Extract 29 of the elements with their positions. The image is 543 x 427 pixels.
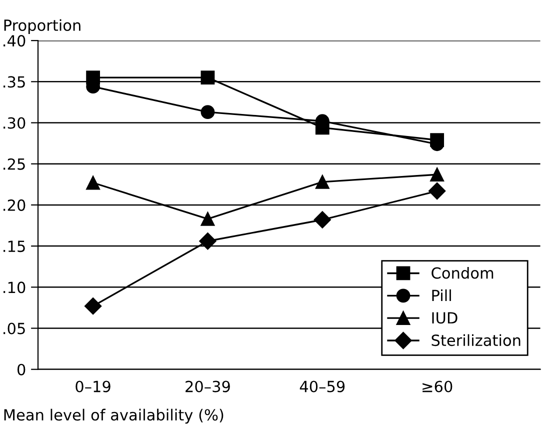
legend-label: Condom: [432, 266, 494, 279]
x-tick-label: 0–19: [76, 380, 110, 392]
x-tick-label: 20–39: [186, 380, 230, 392]
x-axis-title: Mean level of availability (%): [4, 408, 224, 424]
legend-label: IUD: [432, 312, 458, 324]
x-tick-label: ≥60: [422, 380, 452, 392]
point: [200, 70, 215, 84]
y-tick-label: .20: [4, 199, 26, 211]
y-tick-label: .25: [4, 158, 25, 170]
point: [430, 168, 444, 182]
y-tick-label: .10: [4, 282, 26, 294]
y-tick-label: .35: [4, 76, 25, 88]
y-tick-label: .30: [4, 117, 26, 129]
y-tick-label: .15: [4, 240, 25, 252]
point: [428, 182, 446, 200]
legend-label: Pill: [432, 289, 451, 301]
y-axis-title: Proportion: [4, 19, 80, 34]
y-tick-label: 0: [17, 364, 26, 376]
y-tick-label: .05: [4, 322, 25, 334]
point: [200, 212, 215, 226]
legend-label: Sterilization: [432, 334, 520, 346]
y-tick-label: .40: [4, 35, 26, 47]
point: [315, 175, 330, 189]
point: [314, 211, 331, 228]
point: [84, 298, 102, 315]
point: [86, 176, 100, 190]
x-tick-label: 40–59: [300, 380, 345, 392]
point: [199, 232, 216, 250]
point: [200, 105, 215, 120]
